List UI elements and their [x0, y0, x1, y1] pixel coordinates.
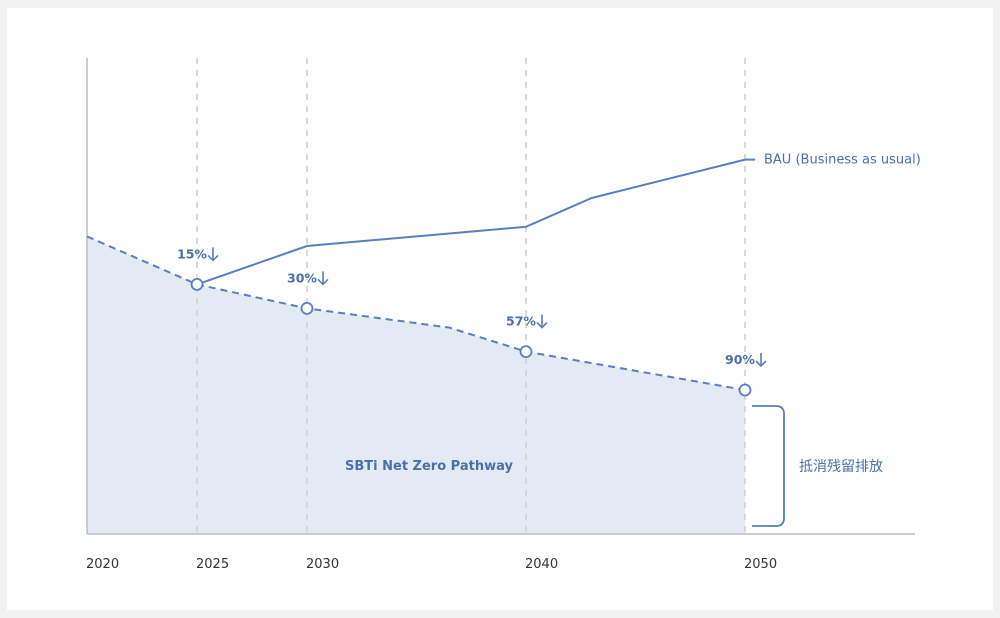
down-arrow-head [536, 322, 548, 329]
reduction-label-2050: 90% [725, 352, 755, 367]
x-tick-label-2050: 2050 [744, 557, 777, 572]
reduction-label-2040: 57% [506, 314, 536, 329]
sbti-series-label: SBTi Net Zero Pathway [345, 459, 513, 474]
residual-bracket-label: 抵消残留排放 [799, 459, 883, 475]
down-arrow-head [207, 254, 219, 262]
down-arrow-icon [755, 353, 767, 368]
down-arrow-icon [536, 314, 548, 329]
sbti-area-fill [87, 236, 745, 534]
down-arrow-head [755, 360, 767, 368]
residual-bracket [752, 405, 785, 527]
x-tick-label-2040: 2040 [525, 557, 558, 572]
x-tick-label-2025: 2025 [196, 557, 229, 572]
reduction-label-2030: 30% [287, 270, 317, 285]
down-arrow-head [317, 278, 329, 286]
x-tick-label-2030: 2030 [306, 557, 339, 572]
down-arrow-icon [317, 271, 329, 286]
pathway-marker-2040 [519, 345, 533, 359]
reduction-label-2025: 15% [177, 246, 207, 261]
sbti-series-line [86, 235, 746, 391]
pathway-marker-2030 [300, 301, 314, 315]
bau-series-label: BAU (Business as usual) [764, 153, 921, 168]
bau-series-line [196, 158, 746, 286]
pathway-marker-2050 [738, 383, 752, 397]
down-arrow-icon [207, 247, 219, 262]
pathway-marker-2025 [190, 277, 204, 291]
x-tick-label-2020: 2020 [86, 557, 119, 572]
